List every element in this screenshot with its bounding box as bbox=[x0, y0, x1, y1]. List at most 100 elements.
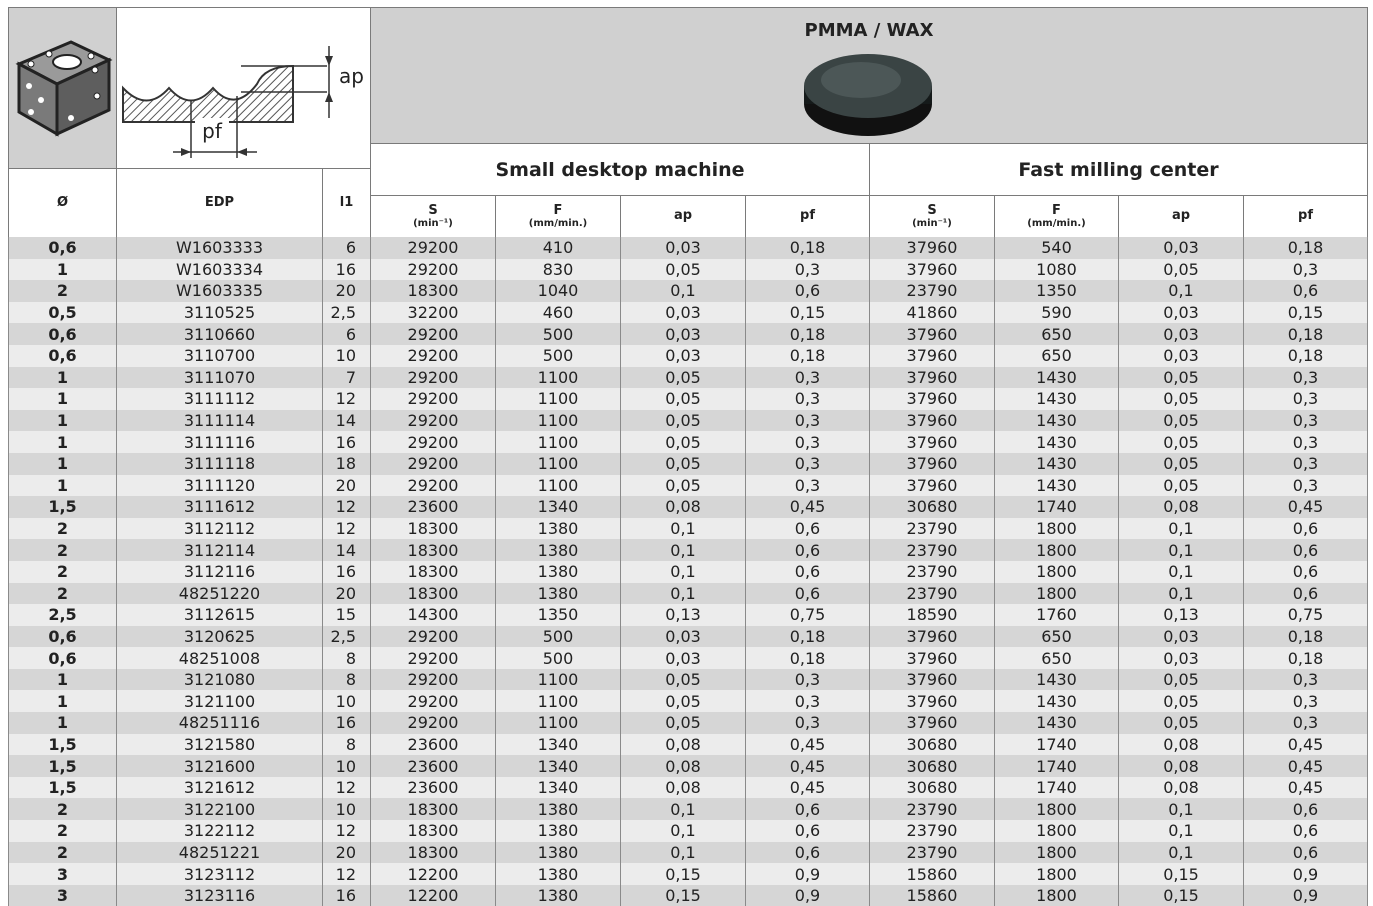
table-cell: 1 bbox=[8, 712, 117, 734]
table-cell: 0,3 bbox=[745, 431, 870, 453]
table-cell: 1100 bbox=[495, 409, 621, 432]
table-cell: 23790 bbox=[869, 517, 995, 540]
table-cell: 0,05 bbox=[620, 712, 746, 734]
table-cell: 37960 bbox=[869, 690, 995, 713]
table-cell: 2 bbox=[8, 820, 117, 842]
table-cell: 1340 bbox=[495, 496, 621, 518]
table-cell: 6 bbox=[322, 323, 371, 345]
table-cell: 0,08 bbox=[1118, 496, 1244, 518]
table-row: 3 3123116 16 12200 1380 0,15 0,9 15860 1800 0,15 0… bbox=[8, 884, 1368, 906]
table-cell: 0,05 bbox=[1118, 366, 1244, 389]
table-cell: 48251008 bbox=[116, 647, 323, 669]
table-cell: 2,5 bbox=[322, 301, 371, 324]
table-cell: 29200 bbox=[370, 647, 496, 669]
table-cell: 14300 bbox=[370, 604, 496, 626]
table-cell: 20 bbox=[322, 280, 371, 302]
table-row: 1 3111118 18 29200 1100 0,05 0,3 37960 1430 0,05 0… bbox=[8, 452, 1368, 475]
table-cell: 0,1 bbox=[1118, 539, 1244, 561]
table-cell: 0,6 bbox=[745, 582, 870, 605]
table-cell: 7 bbox=[322, 366, 371, 389]
table-cell: 0,45 bbox=[745, 776, 870, 799]
table-cell: 0,05 bbox=[1118, 409, 1244, 432]
table-cell: 18300 bbox=[370, 560, 496, 583]
table-cell: 0,3 bbox=[1243, 431, 1368, 453]
table-cell: 1380 bbox=[495, 863, 621, 885]
table-cell: 0,6 bbox=[745, 798, 870, 821]
table-cell: 0,15 bbox=[745, 301, 870, 324]
table-cell: 0,08 bbox=[620, 733, 746, 756]
table-cell: 18300 bbox=[370, 280, 496, 302]
table-cell: 830 bbox=[495, 258, 621, 281]
table-cell: 1,5 bbox=[8, 755, 117, 777]
table-cell: 650 bbox=[994, 625, 1119, 648]
table-cell: 18300 bbox=[370, 582, 496, 605]
table-cell: 650 bbox=[994, 647, 1119, 669]
table-cell: 0,03 bbox=[620, 625, 746, 648]
table-cell: 23790 bbox=[869, 280, 995, 302]
table-cell: 0,3 bbox=[1243, 366, 1368, 389]
table-cell: 0,03 bbox=[1118, 625, 1244, 648]
table-cell: 1800 bbox=[994, 841, 1119, 864]
table-cell: 2 bbox=[8, 582, 117, 605]
table-cell: 15860 bbox=[869, 884, 995, 906]
table-cell: 1350 bbox=[994, 280, 1119, 302]
table-cell: 1800 bbox=[994, 560, 1119, 583]
table-cell: 1380 bbox=[495, 539, 621, 561]
table-cell: 3110525 bbox=[116, 301, 323, 324]
table-cell: 16 bbox=[322, 712, 371, 734]
table-cell: 16 bbox=[322, 884, 371, 906]
column-header: F (mm/min.) bbox=[495, 195, 621, 238]
table-cell: 0,08 bbox=[620, 776, 746, 799]
table-row: 2 3112112 12 18300 1380 0,1 0,6 23790 1800 0,1 0,6 bbox=[8, 517, 1368, 540]
table-cell: 2 bbox=[8, 280, 117, 302]
table-cell: 1740 bbox=[994, 496, 1119, 518]
table-cell: 3123116 bbox=[116, 884, 323, 906]
table-cell: 1800 bbox=[994, 820, 1119, 842]
table-cell: 0,6 bbox=[745, 841, 870, 864]
column-header: pf bbox=[1243, 195, 1368, 238]
table-cell: 0,05 bbox=[1118, 668, 1244, 691]
table-cell: 0,08 bbox=[620, 755, 746, 777]
table-cell: 0,03 bbox=[620, 344, 746, 367]
table-cell: 0,05 bbox=[620, 366, 746, 389]
table-cell: 0,05 bbox=[1118, 258, 1244, 281]
table-cell: 16 bbox=[322, 431, 371, 453]
table-cell: 3123112 bbox=[116, 863, 323, 885]
table-cell: 0,13 bbox=[620, 604, 746, 626]
table-cell: 18590 bbox=[869, 604, 995, 626]
table-cell: 3111118 bbox=[116, 452, 323, 475]
table-cell: 0,03 bbox=[1118, 237, 1244, 259]
table-cell: 0,75 bbox=[1243, 604, 1368, 626]
table-cell: 12200 bbox=[370, 863, 496, 885]
table-cell: 1380 bbox=[495, 517, 621, 540]
table-cell: 16 bbox=[322, 258, 371, 281]
table-cell: 2 bbox=[8, 517, 117, 540]
table-cell: 0,45 bbox=[1243, 776, 1368, 799]
table-cell: 0,03 bbox=[620, 237, 746, 259]
tool-icon-cell bbox=[8, 7, 117, 169]
table-cell: 0,3 bbox=[745, 452, 870, 475]
table-cell: 14 bbox=[322, 539, 371, 561]
table-cell: 29200 bbox=[370, 431, 496, 453]
table-cell: 1 bbox=[8, 366, 117, 389]
table-cell: 0,05 bbox=[620, 388, 746, 410]
table-cell: 0,08 bbox=[1118, 733, 1244, 756]
table-cell: 23790 bbox=[869, 582, 995, 605]
table-cell: 1430 bbox=[994, 431, 1119, 453]
table-cell: 0,3 bbox=[1243, 668, 1368, 691]
table-cell: 1100 bbox=[495, 474, 621, 497]
table-row: 2 3122112 12 18300 1380 0,1 0,6 23790 1800 0,1 0,6 bbox=[8, 820, 1368, 842]
table-cell: 1 bbox=[8, 690, 117, 713]
table-row: 2 3112116 16 18300 1380 0,1 0,6 23790 1800 0,1 0,6 bbox=[8, 560, 1368, 583]
table-cell: 12200 bbox=[370, 884, 496, 906]
table-cell: 500 bbox=[495, 323, 621, 345]
table-cell: 0,1 bbox=[1118, 582, 1244, 605]
table-cell: 1100 bbox=[495, 431, 621, 453]
table-cell: 2 bbox=[8, 539, 117, 561]
column-header: S (min⁻¹) bbox=[370, 195, 496, 238]
table-cell: 1380 bbox=[495, 820, 621, 842]
table-cell: 0,3 bbox=[745, 668, 870, 691]
table-cell: 0,03 bbox=[1118, 647, 1244, 669]
table-row: 0,6 3110660 6 29200 500 0,03 0,18 37960 650 0,03 0… bbox=[8, 323, 1368, 345]
table-cell: 12 bbox=[322, 776, 371, 799]
